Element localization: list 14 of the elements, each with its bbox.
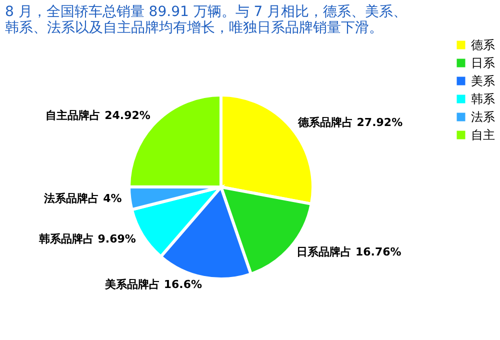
legend-label: 美系	[471, 74, 495, 88]
legend-label: 韩系	[471, 92, 495, 106]
text: 韩系、法系以及自主品牌均有增长，唯独日系品牌销量下滑。	[5, 20, 383, 36]
legend-label: 德系	[471, 38, 495, 52]
legend-label: 法系	[471, 110, 495, 124]
data-label: 韩系品牌占 9.69%	[38, 232, 136, 246]
data-label: 自主品牌占 24.92%	[46, 109, 150, 122]
text: 8 月，全国轿车总销量 89.91 万辆。与 7 月相比，德系、美系、	[5, 4, 408, 20]
legend-label: 自主	[471, 128, 495, 142]
legend-label: 日系	[471, 56, 495, 70]
data-label: 德系品牌占 27.92%	[296, 116, 403, 130]
data-label: 日系品牌占 16.76%	[296, 245, 402, 258]
data-label: 美系品牌占 16.6%	[104, 278, 202, 292]
data-label: 法系品牌占 4%	[43, 192, 122, 206]
